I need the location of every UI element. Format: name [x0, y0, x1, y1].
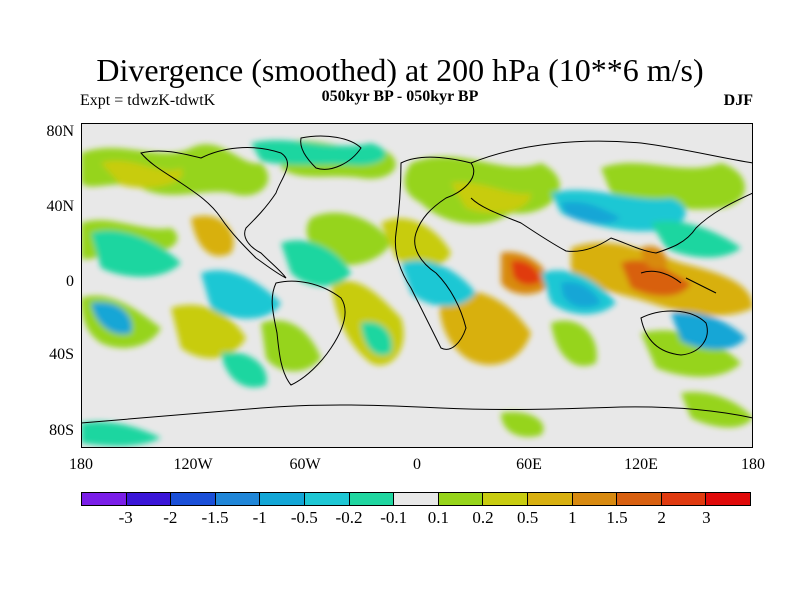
- lat-label-80s: 80S: [49, 422, 74, 439]
- lat-label-40s: 40S: [49, 346, 74, 363]
- colorbar-box-14: [706, 493, 750, 505]
- lon-label-60e: 60E: [516, 456, 542, 473]
- asia-coast: [470, 140, 753, 254]
- colorbar-label-13: 3: [702, 508, 711, 527]
- colorbar-label-9: 0.5: [517, 508, 539, 527]
- colorbar-label-7: 0.1: [427, 508, 449, 527]
- divergence-map: [81, 123, 753, 448]
- lon-label-120e: 120E: [624, 456, 658, 473]
- season-label: DJF: [723, 92, 753, 109]
- lon-label-60w: 60W: [289, 456, 321, 473]
- colorbar-box-5: [304, 493, 350, 505]
- coastlines: [81, 135, 753, 424]
- colorbar-label-6: -0.1: [380, 508, 408, 527]
- colorbar-box-6: [349, 493, 395, 505]
- colorbar-label-12: 2: [657, 508, 666, 527]
- colorbar-box-13: [661, 493, 707, 505]
- colorbar-box-2: [171, 493, 216, 505]
- colorbar-box-1: [126, 493, 172, 505]
- lon-label-180e: 180: [741, 456, 765, 473]
- colorbar-label-1: -2: [163, 508, 178, 527]
- colorbar-label-3: -1: [252, 508, 267, 527]
- colorbar-box-12: [617, 493, 662, 505]
- colorbar-label-5: -0.2: [335, 508, 363, 527]
- colorbar-box-11: [572, 493, 618, 505]
- lat-label-80n: 80N: [46, 123, 74, 140]
- lat-label-0: 0: [66, 273, 74, 290]
- period-label: 050kyr BP - 050kyr BP: [321, 88, 479, 105]
- colorbar-box-7: [394, 493, 439, 505]
- lat-label-40n: 40N: [46, 198, 74, 215]
- australia-coast: [640, 310, 708, 356]
- colorbar-label-4: -0.5: [290, 508, 318, 527]
- maritime-continent: [640, 270, 717, 294]
- colorbar: [81, 492, 751, 506]
- experiment-label: Expt = tdwzK-tdwtK: [80, 92, 216, 109]
- colorbar-box-4: [260, 493, 305, 505]
- colorbar-label-8: 0.2: [472, 508, 494, 527]
- map-panel: [81, 123, 753, 448]
- lon-label-120w: 120W: [173, 456, 213, 473]
- colorbar-box-8: [438, 493, 484, 505]
- map-title: Divergence (smoothed) at 200 hPa (10**6 …: [96, 52, 704, 88]
- europe-africa-coast: [394, 156, 474, 350]
- colorbar-label-10: 1: [568, 508, 577, 527]
- south-america-coast: [271, 280, 346, 386]
- colorbar-box-9: [483, 493, 528, 505]
- colorbar-box-3: [215, 493, 261, 505]
- colorbar-label-2: -1.5: [201, 508, 229, 527]
- greenland-coast: [300, 135, 362, 170]
- colorbar-box-10: [527, 493, 573, 505]
- divergence-field: [81, 140, 753, 447]
- colorbar-label-11: 1.5: [606, 508, 628, 527]
- antarctica-coast: [81, 404, 753, 424]
- north-america-coast: [140, 147, 288, 279]
- colorbar-box-0: [82, 493, 127, 505]
- lon-label-0: 0: [413, 456, 421, 473]
- colorbar-label-0: -3: [118, 508, 133, 527]
- lon-label-180w: 180: [69, 456, 93, 473]
